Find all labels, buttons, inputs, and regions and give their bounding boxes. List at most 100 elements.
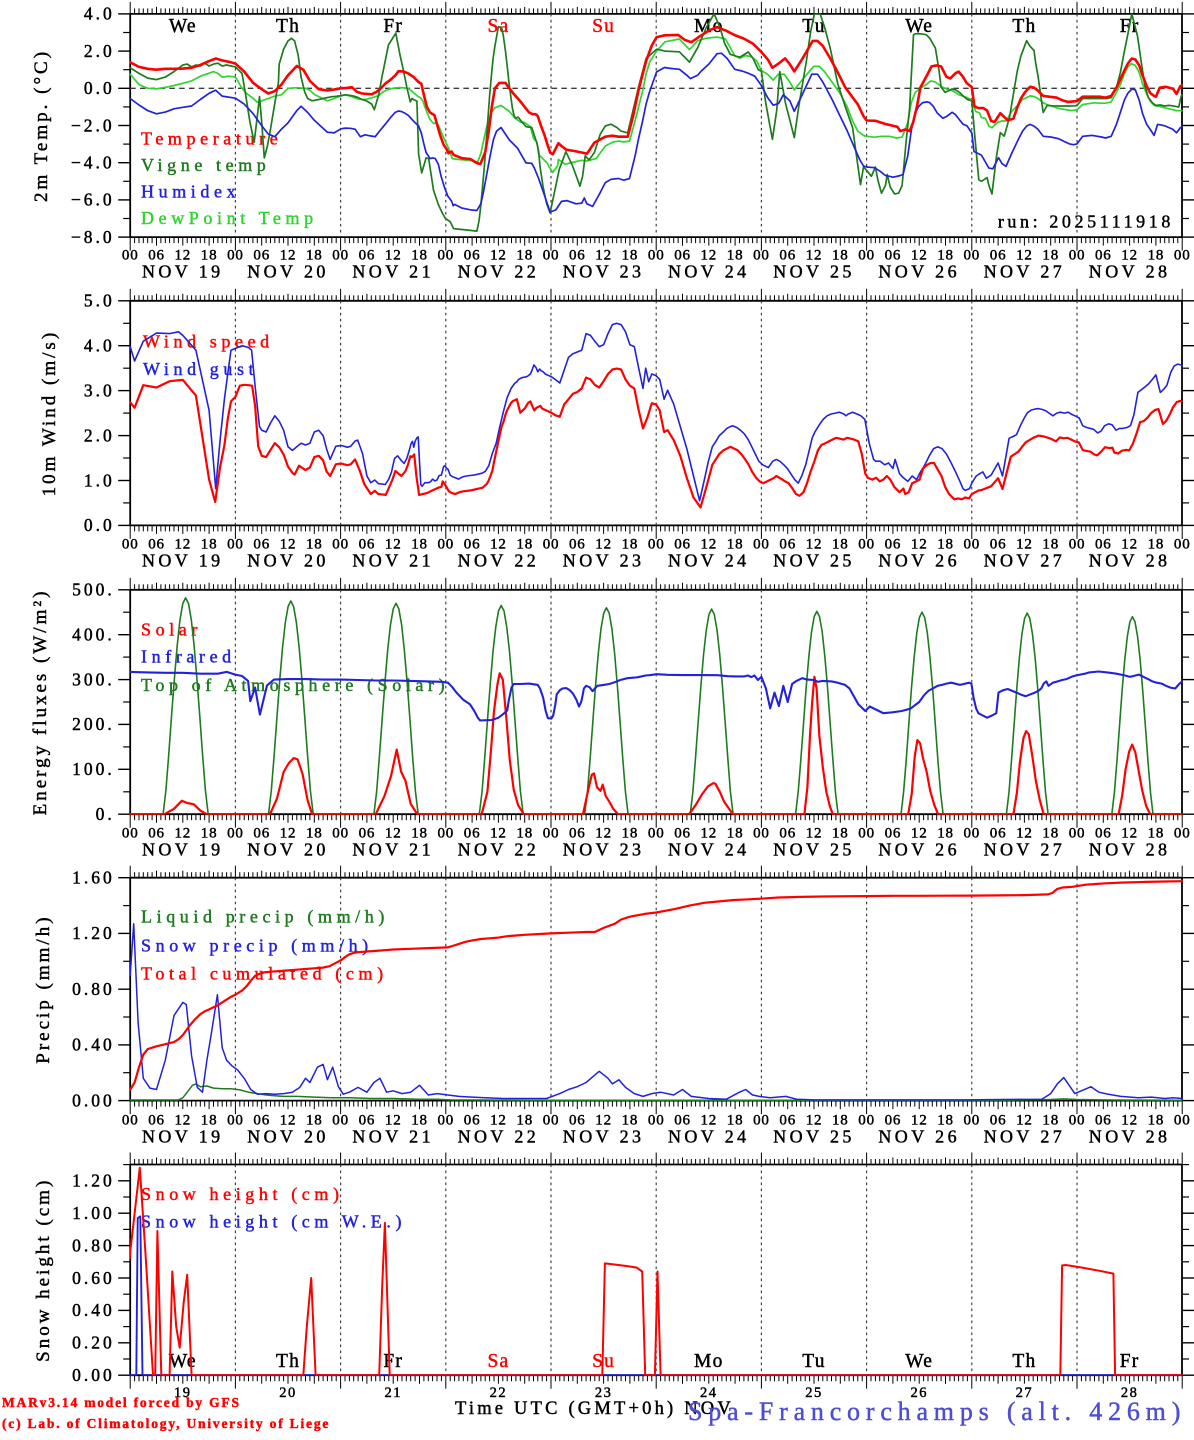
svg-text:21: 21	[384, 1385, 402, 1401]
svg-text:18: 18	[832, 826, 849, 842]
svg-text:NOV 24: NOV 24	[668, 1127, 750, 1147]
svg-text:12: 12	[174, 1113, 191, 1129]
svg-text:12: 12	[1016, 826, 1033, 842]
svg-text:Tu: Tu	[802, 1351, 825, 1372]
svg-text:00: 00	[963, 248, 980, 264]
svg-text:NOV 22: NOV 22	[458, 262, 540, 282]
svg-text:18: 18	[306, 826, 323, 842]
svg-text:06: 06	[885, 826, 902, 842]
svg-text:06: 06	[885, 537, 902, 553]
svg-text:00: 00	[858, 1113, 875, 1129]
svg-text:NOV 28: NOV 28	[1089, 1127, 1171, 1147]
svg-text:−4.0: −4.0	[71, 153, 115, 173]
svg-text:18: 18	[727, 1113, 744, 1129]
svg-text:12: 12	[280, 826, 297, 842]
svg-text:200.: 200.	[72, 714, 115, 734]
svg-text:−8.0: −8.0	[71, 227, 115, 247]
svg-text:0.20: 0.20	[72, 1333, 115, 1353]
svg-text:23: 23	[595, 1385, 613, 1401]
svg-text:18: 18	[201, 248, 218, 264]
svg-text:12: 12	[806, 248, 823, 264]
svg-text:(c) Lab. of Climatology, Unive: (c) Lab. of Climatology, University of L…	[2, 1416, 330, 1431]
svg-text:2m Temp. (°C): 2m Temp. (°C)	[31, 49, 52, 202]
svg-text:12: 12	[280, 248, 297, 264]
svg-text:00: 00	[122, 826, 139, 842]
svg-text:00: 00	[437, 248, 454, 264]
svg-text:28: 28	[1121, 1385, 1139, 1401]
svg-text:06: 06	[253, 1113, 270, 1129]
svg-text:00: 00	[648, 826, 665, 842]
svg-text:12: 12	[595, 537, 612, 553]
svg-text:18: 18	[516, 537, 533, 553]
svg-text:12: 12	[280, 537, 297, 553]
svg-text:00: 00	[858, 537, 875, 553]
svg-text:MARv3.14 model forced by GFS: MARv3.14 model forced by GFS	[2, 1395, 241, 1410]
svg-text:12: 12	[490, 826, 507, 842]
svg-text:NOV 28: NOV 28	[1089, 262, 1171, 282]
svg-text:12: 12	[911, 537, 928, 553]
svg-text:Sa: Sa	[487, 1351, 509, 1372]
svg-text:00: 00	[122, 248, 139, 264]
svg-text:12: 12	[1016, 537, 1033, 553]
svg-text:Th: Th	[276, 16, 300, 37]
svg-text:06: 06	[885, 248, 902, 264]
svg-text:100.: 100.	[72, 759, 115, 779]
svg-text:06: 06	[779, 1113, 796, 1129]
svg-text:18: 18	[727, 537, 744, 553]
svg-text:run: 2025111918: run: 2025111918	[998, 212, 1174, 232]
svg-text:NOV 19: NOV 19	[142, 1127, 224, 1147]
svg-text:00: 00	[332, 826, 349, 842]
svg-text:18: 18	[1042, 537, 1059, 553]
svg-text:NOV 20: NOV 20	[247, 1127, 329, 1147]
svg-text:12: 12	[806, 537, 823, 553]
svg-text:12: 12	[911, 248, 928, 264]
svg-text:0.80: 0.80	[72, 979, 115, 999]
svg-text:18: 18	[411, 248, 428, 264]
svg-text:12: 12	[280, 1113, 297, 1129]
svg-text:Wind speed: Wind speed	[143, 332, 274, 352]
svg-text:00: 00	[858, 826, 875, 842]
svg-text:18: 18	[1148, 537, 1165, 553]
svg-text:−6.0: −6.0	[71, 190, 115, 210]
svg-text:00: 00	[122, 537, 139, 553]
svg-text:00: 00	[122, 1113, 139, 1129]
svg-text:500.: 500.	[72, 580, 115, 600]
svg-text:00: 00	[1069, 826, 1086, 842]
svg-text:12: 12	[911, 826, 928, 842]
svg-text:12: 12	[595, 1113, 612, 1129]
svg-text:18: 18	[201, 1113, 218, 1129]
svg-text:06: 06	[779, 826, 796, 842]
svg-text:We: We	[905, 16, 933, 37]
svg-text:18: 18	[937, 537, 954, 553]
svg-text:06: 06	[990, 537, 1007, 553]
svg-text:25: 25	[805, 1385, 823, 1401]
svg-text:12: 12	[1016, 1113, 1033, 1129]
svg-text:12: 12	[385, 1113, 402, 1129]
svg-text:06: 06	[885, 1113, 902, 1129]
svg-text:18: 18	[306, 248, 323, 264]
svg-text:06: 06	[1095, 826, 1112, 842]
svg-text:06: 06	[464, 1113, 481, 1129]
svg-text:00: 00	[963, 1113, 980, 1129]
svg-text:06: 06	[674, 826, 691, 842]
svg-text:18: 18	[1148, 826, 1165, 842]
svg-text:12: 12	[1121, 248, 1138, 264]
svg-text:NOV 27: NOV 27	[984, 551, 1066, 571]
svg-text:18: 18	[727, 248, 744, 264]
svg-text:NOV 20: NOV 20	[247, 262, 329, 282]
svg-text:Vigne temp: Vigne temp	[141, 155, 270, 175]
svg-text:00: 00	[227, 1113, 244, 1129]
svg-text:Wind gust: Wind gust	[143, 359, 258, 379]
svg-text:300.: 300.	[72, 669, 115, 689]
svg-text:00: 00	[543, 1113, 560, 1129]
svg-text:NOV 20: NOV 20	[247, 840, 329, 860]
svg-text:12: 12	[174, 826, 191, 842]
svg-text:12: 12	[595, 248, 612, 264]
svg-text:12: 12	[490, 248, 507, 264]
svg-text:18: 18	[306, 537, 323, 553]
svg-text:NOV 25: NOV 25	[773, 551, 855, 571]
svg-text:We: We	[169, 16, 197, 37]
svg-text:00: 00	[648, 1113, 665, 1129]
svg-text:00: 00	[227, 248, 244, 264]
svg-text:Fr: Fr	[383, 1351, 403, 1372]
